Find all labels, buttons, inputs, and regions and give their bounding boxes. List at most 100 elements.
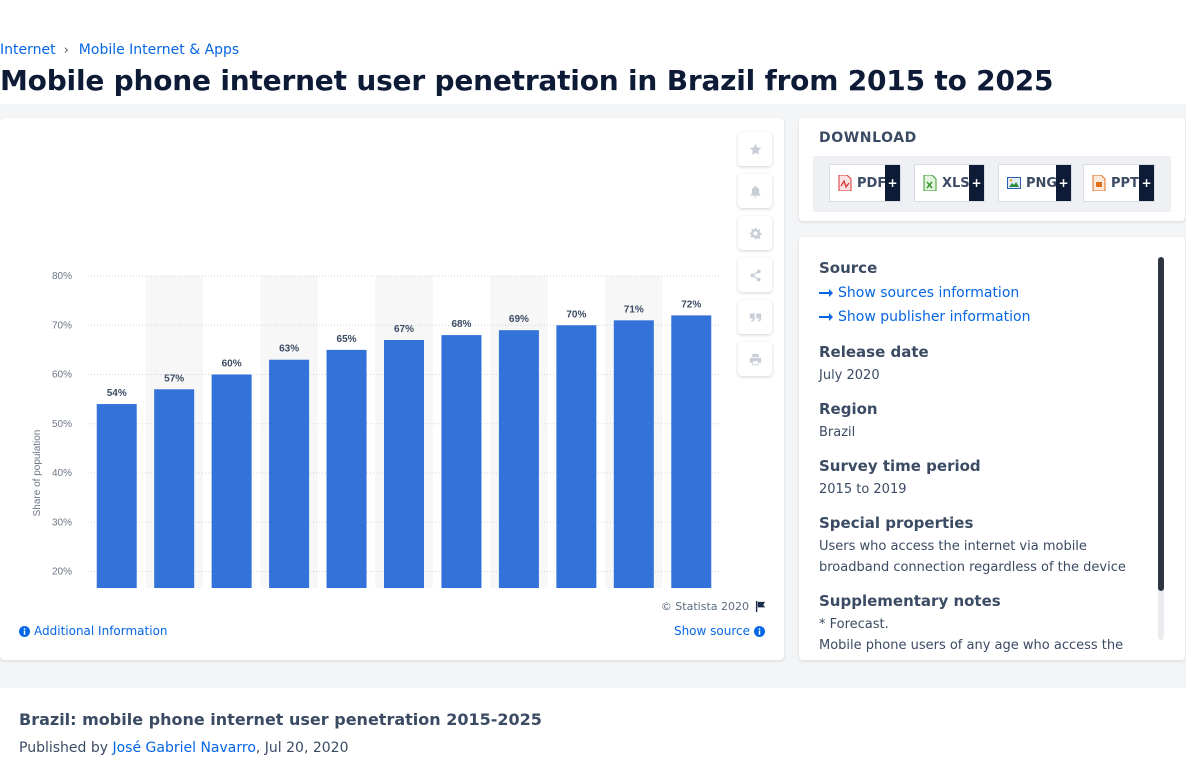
bar[interactable]: [384, 340, 424, 588]
pdf-plus-icon[interactable]: +: [885, 165, 900, 201]
cite-button[interactable]: [738, 300, 772, 334]
print-button[interactable]: [738, 342, 772, 376]
breadcrumb-internet[interactable]: Internet: [0, 42, 56, 58]
info-card: Source Show sources information Show pub…: [799, 237, 1185, 660]
data-label: 60%: [222, 359, 242, 370]
region-value: Brazil: [819, 425, 856, 440]
png-plus-icon[interactable]: +: [1056, 165, 1071, 201]
show-publisher-label: Show publisher information: [838, 309, 1031, 325]
png-file-icon: [1007, 177, 1021, 189]
survey-heading: Survey time period: [819, 457, 981, 475]
published-line: Published by José Gabriel Navarro, Jul 2…: [19, 740, 348, 756]
y-tick-label: 80%: [52, 271, 72, 282]
xls-label: XLS: [942, 175, 970, 191]
additional-information-label: Additional Information: [34, 624, 168, 638]
bar[interactable]: [613, 320, 654, 588]
ppt-file-icon: [1092, 175, 1106, 191]
y-tick-label: 40%: [52, 468, 72, 479]
data-label: 70%: [566, 309, 586, 320]
y-axis-label: Share of population: [32, 430, 43, 517]
data-label: 57%: [164, 373, 184, 384]
statistic-title: Brazil: mobile phone internet user penet…: [19, 710, 542, 729]
survey-block: Survey time period 2015 to 2019: [819, 457, 1149, 500]
share-icon: [749, 269, 761, 281]
download-title: DOWNLOAD: [819, 130, 917, 146]
supplementary-value-1: * Forecast.: [819, 617, 889, 632]
xls-file-icon: [923, 175, 937, 191]
bar[interactable]: [441, 335, 482, 588]
star-icon: [749, 143, 761, 155]
download-pdf-button[interactable]: PDF +: [829, 164, 901, 202]
release-value: July 2020: [819, 368, 880, 383]
favorite-button[interactable]: [738, 132, 772, 166]
settings-button[interactable]: [738, 216, 772, 250]
bar-chart: 0%10%20%30%40%50%60%70%80%Share of popul…: [32, 271, 720, 589]
png-label: PNG: [1026, 175, 1058, 191]
info-icon: [754, 625, 765, 637]
survey-value: 2015 to 2019: [819, 482, 907, 497]
chart-card: 0%10%20%30%40%50%60%70%80%Share of popul…: [0, 118, 784, 660]
notification-button[interactable]: [738, 174, 772, 208]
share-button[interactable]: [738, 258, 772, 292]
release-heading: Release date: [819, 343, 929, 361]
quote-icon: [749, 312, 761, 322]
show-publisher-link[interactable]: Show publisher information: [819, 305, 1149, 329]
published-prefix: Published by: [19, 740, 109, 756]
additional-information-link[interactable]: Additional Information: [19, 624, 168, 638]
data-label: 54%: [107, 388, 127, 399]
scrollbar-thumb[interactable]: [1158, 257, 1164, 591]
y-tick-label: 30%: [52, 517, 72, 528]
source-heading: Source: [819, 259, 878, 277]
copyright: © Statista 2020: [661, 600, 766, 613]
bar[interactable]: [326, 349, 367, 588]
download-ppt-button[interactable]: PPT +: [1083, 164, 1155, 202]
flag-icon[interactable]: [755, 601, 766, 612]
statistic-details: Brazil: mobile phone internet user penet…: [0, 688, 1186, 760]
region-block: Region Brazil: [819, 400, 1149, 443]
download-xls-button[interactable]: XLS +: [914, 164, 985, 202]
xls-plus-icon[interactable]: +: [969, 165, 984, 201]
ppt-plus-icon[interactable]: +: [1139, 165, 1154, 201]
data-label: 71%: [624, 304, 644, 315]
breadcrumb-mobile-internet-apps[interactable]: Mobile Internet & Apps: [78, 42, 240, 58]
pdf-label: PDF: [857, 175, 887, 191]
info-content: Source Show sources information Show pub…: [819, 259, 1149, 660]
special-block: Special properties Users who access the …: [819, 514, 1149, 578]
bell-icon: [750, 185, 760, 198]
gear-icon: [749, 227, 762, 239]
info-icon: [19, 625, 30, 637]
data-label: 63%: [279, 344, 299, 355]
header-area: [0, 0, 1186, 104]
download-png-button[interactable]: PNG +: [998, 164, 1072, 202]
y-tick-label: 50%: [52, 419, 72, 430]
region-heading: Region: [819, 400, 878, 418]
ppt-label: PPT: [1111, 175, 1139, 191]
bar[interactable]: [211, 374, 252, 589]
bar[interactable]: [96, 404, 137, 588]
data-label: 68%: [451, 319, 471, 330]
bar[interactable]: [556, 325, 597, 588]
show-source-link[interactable]: Show source: [674, 624, 765, 638]
data-label: 69%: [509, 314, 529, 325]
supplementary-value-2: Mobile phone users of any age who access…: [819, 638, 1124, 653]
printer-icon: [749, 353, 761, 365]
bar[interactable]: [498, 330, 539, 588]
special-value: Users who access the internet via mobile…: [819, 539, 1126, 575]
show-sources-link[interactable]: Show sources information: [819, 281, 1149, 305]
download-card: DOWNLOAD PDF + XLS + PNG + PPT +: [799, 118, 1185, 221]
show-sources-label: Show sources information: [838, 285, 1020, 301]
bar[interactable]: [671, 315, 712, 588]
special-heading: Special properties: [819, 514, 974, 532]
supplementary-block: Supplementary notes * Forecast. Mobile p…: [819, 592, 1149, 656]
supplementary-heading: Supplementary notes: [819, 592, 1001, 610]
data-label: 65%: [337, 334, 357, 345]
author-link[interactable]: José Gabriel Navarro: [112, 740, 256, 756]
page-title: Mobile phone internet user penetration i…: [0, 64, 1054, 97]
y-tick-label: 20%: [52, 567, 72, 578]
bar[interactable]: [269, 359, 310, 588]
data-label: 72%: [681, 299, 701, 310]
arrow-right-icon: [819, 313, 833, 321]
bar[interactable]: [154, 389, 195, 588]
info-scrollbar[interactable]: [1158, 257, 1164, 640]
breadcrumb: Internet › Mobile Internet & Apps: [0, 42, 239, 58]
